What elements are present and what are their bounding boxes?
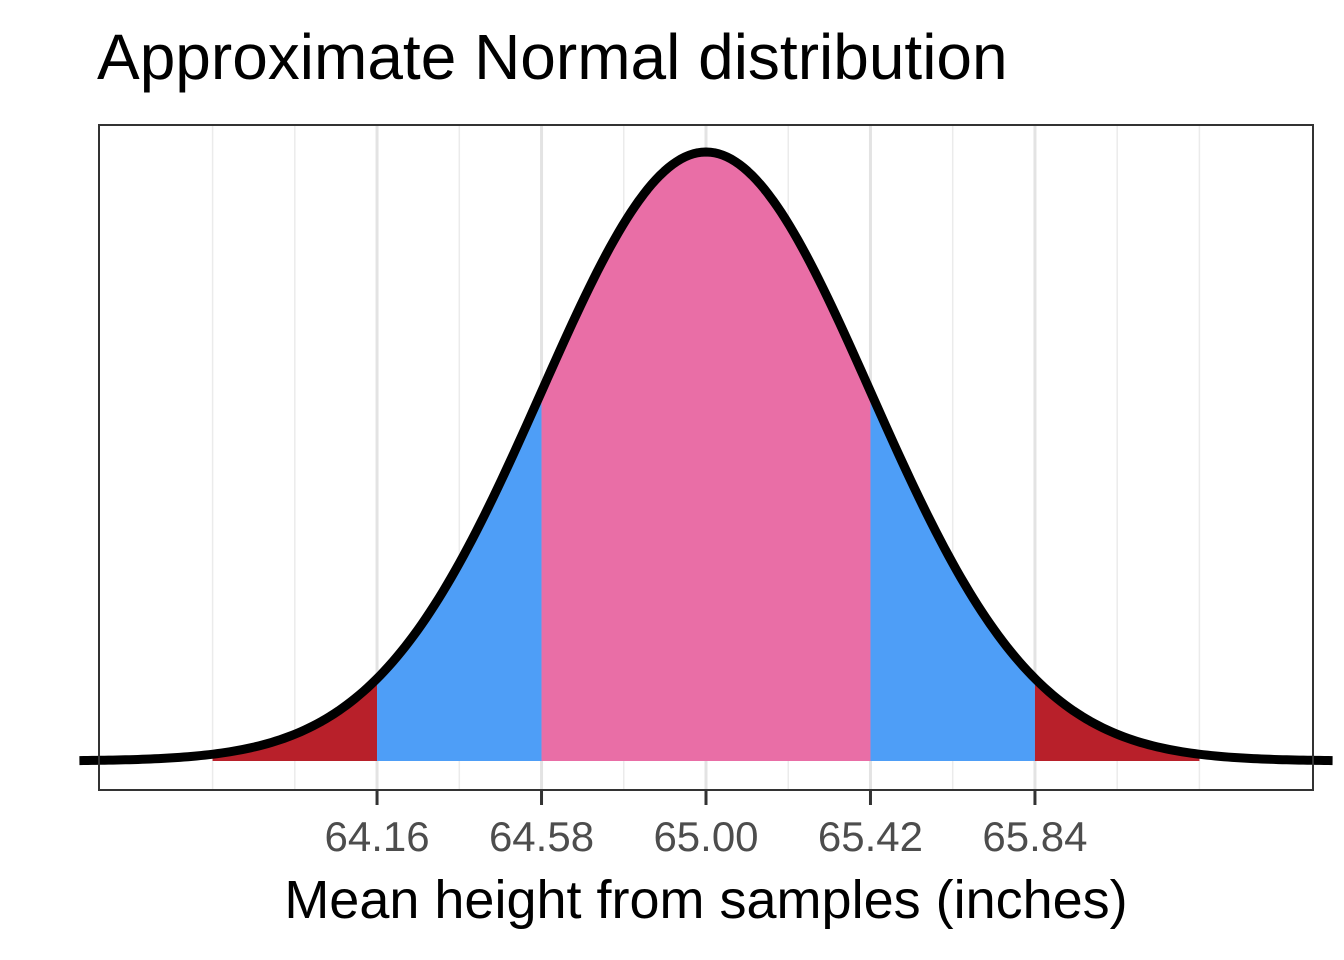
chart-title: Approximate Normal distribution <box>97 21 1008 93</box>
plot-panel <box>79 124 1333 791</box>
x-tick-label: 64.16 <box>324 813 429 860</box>
x-tick-label: 65.00 <box>653 813 758 860</box>
shaded-region-lower-tail <box>212 678 378 761</box>
x-tick-label: 65.42 <box>818 813 923 860</box>
shaded-region-center-band <box>541 152 871 761</box>
x-tick-label: 65.84 <box>982 813 1087 860</box>
shaded-regions <box>212 152 1200 761</box>
x-axis-title: Mean height from samples (inches) <box>284 870 1127 930</box>
x-axis: 64.16 64.58 65.00 65.42 65.84 <box>324 790 1088 860</box>
density-curve <box>79 147 1333 766</box>
x-tick-label: 64.58 <box>489 813 594 860</box>
shaded-region-upper-tail <box>1034 678 1200 761</box>
